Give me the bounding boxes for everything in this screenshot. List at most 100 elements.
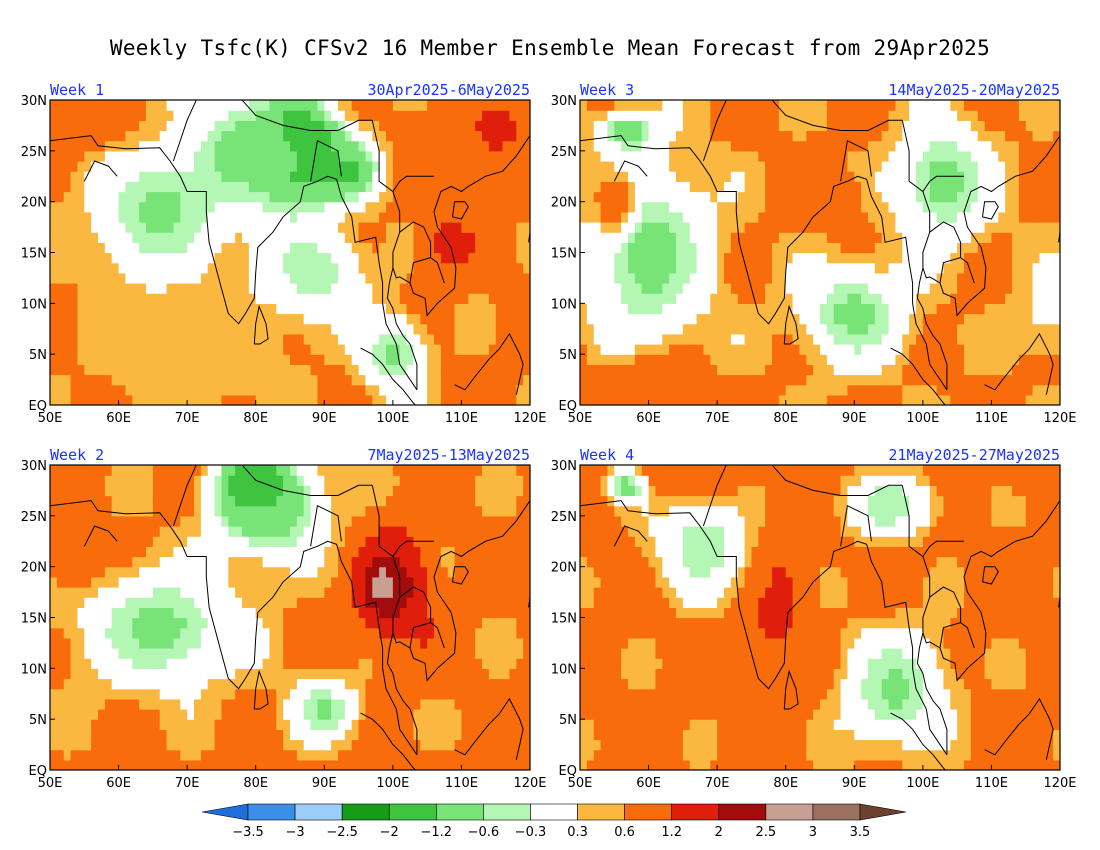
lon-tick-label: 100E — [376, 411, 409, 426]
coastline — [901, 120, 964, 193]
coastline — [392, 134, 530, 317]
coastline — [922, 499, 1060, 682]
lon-tick-label: 50E — [568, 776, 593, 791]
lat-tick-label: 20N — [21, 561, 47, 576]
lon-tick-label: 90E — [842, 411, 867, 426]
panel-date-range: 7May2025-13May2025 — [367, 446, 530, 464]
lat-tick-label: 15N — [21, 612, 47, 627]
lon-tick-label: 70E — [705, 776, 730, 791]
panel-week-label: Week 1 — [50, 81, 105, 99]
lon-tick-label: 60E — [636, 411, 661, 426]
coastline — [392, 499, 530, 682]
coastline — [840, 139, 872, 182]
coastline — [452, 566, 469, 585]
coastline — [310, 139, 342, 182]
lon-tick-label: 50E — [38, 411, 63, 426]
coastline — [172, 100, 197, 162]
lon-tick-label: 60E — [106, 411, 131, 426]
coastline — [580, 135, 948, 391]
coastline — [241, 100, 373, 131]
coastline — [580, 500, 948, 756]
lat-tick-label: 25N — [21, 510, 47, 525]
coastline — [783, 669, 799, 710]
coastline — [371, 120, 434, 193]
coastline — [253, 669, 269, 710]
coastline — [916, 267, 948, 390]
lon-tick-label: 70E — [175, 411, 200, 426]
coastline — [783, 304, 799, 345]
lon-tick-label: 60E — [106, 776, 131, 791]
coastline — [901, 485, 964, 558]
coastline — [399, 586, 445, 649]
coastline — [50, 500, 418, 756]
lat-tick-label: 30N — [551, 459, 577, 474]
coastline — [172, 465, 197, 527]
lat-tick-label: 5N — [29, 713, 47, 728]
panel-date-range: 30Apr2025-6May2025 — [367, 81, 530, 99]
lon-tick-label: 70E — [175, 776, 200, 791]
lat-tick-label: 10N — [551, 662, 577, 677]
coastline — [984, 332, 1054, 395]
coastline — [241, 465, 373, 496]
panel-week-label: Week 2 — [50, 446, 105, 464]
lat-tick-label: 15N — [21, 247, 47, 262]
lat-tick-label: 15N — [551, 612, 577, 627]
lat-tick-label: 30N — [551, 94, 577, 109]
coastline — [50, 135, 418, 391]
lon-tick-label: 80E — [243, 776, 268, 791]
lat-tick-label: 30N — [21, 459, 47, 474]
coastline — [982, 566, 999, 585]
lon-tick-label: 120E — [513, 776, 546, 791]
lat-tick-label: 10N — [551, 297, 577, 312]
lon-tick-label: 120E — [513, 411, 546, 426]
coastline — [916, 632, 948, 755]
lat-tick-label: 5N — [559, 348, 577, 363]
lon-tick-label: 70E — [705, 411, 730, 426]
lon-tick-label: 90E — [842, 776, 867, 791]
coastline — [702, 465, 727, 527]
lon-tick-label: 100E — [906, 776, 939, 791]
lon-tick-label: 80E — [243, 411, 268, 426]
lat-tick-label: 15N — [551, 247, 577, 262]
coastline — [83, 525, 118, 547]
lon-tick-label: 110E — [975, 776, 1008, 791]
coastline — [702, 100, 727, 162]
panel-week-label: Week 4 — [580, 446, 635, 464]
coastline — [454, 332, 524, 395]
map-title: Weekly Tsfc(K) CFSv2 16 Member Ensemble … — [109, 36, 991, 60]
coastline — [253, 304, 269, 345]
lat-tick-label: 20N — [551, 196, 577, 211]
panel-date-range: 21May2025-27May2025 — [888, 446, 1060, 464]
coastline — [929, 221, 975, 284]
lon-tick-label: 80E — [773, 776, 798, 791]
coastline — [890, 347, 947, 405]
coastline — [386, 267, 418, 390]
lon-tick-label: 110E — [975, 411, 1008, 426]
coastline — [613, 160, 648, 182]
lat-tick-label: 20N — [551, 561, 577, 576]
lat-tick-label: EQ — [559, 764, 577, 779]
lat-tick-label: 10N — [21, 662, 47, 677]
coastline — [939, 257, 961, 284]
coastline — [360, 712, 417, 770]
lat-tick-label: 25N — [551, 510, 577, 525]
lon-tick-label: 90E — [312, 411, 337, 426]
lon-tick-label: 120E — [1043, 411, 1076, 426]
coastline — [360, 347, 417, 405]
coastline — [613, 525, 648, 547]
lon-tick-label: 100E — [376, 776, 409, 791]
panel-date-range: 14May2025-20May2025 — [888, 81, 1060, 99]
coastline — [1061, 514, 1072, 547]
coastline — [371, 485, 434, 558]
panel-week-label: Week 3 — [580, 81, 635, 99]
lon-tick-label: 120E — [1043, 776, 1076, 791]
coastline — [984, 697, 1054, 760]
coastline — [771, 100, 903, 131]
coastline — [771, 465, 903, 496]
coastline — [1058, 593, 1060, 608]
coastline — [929, 586, 975, 649]
